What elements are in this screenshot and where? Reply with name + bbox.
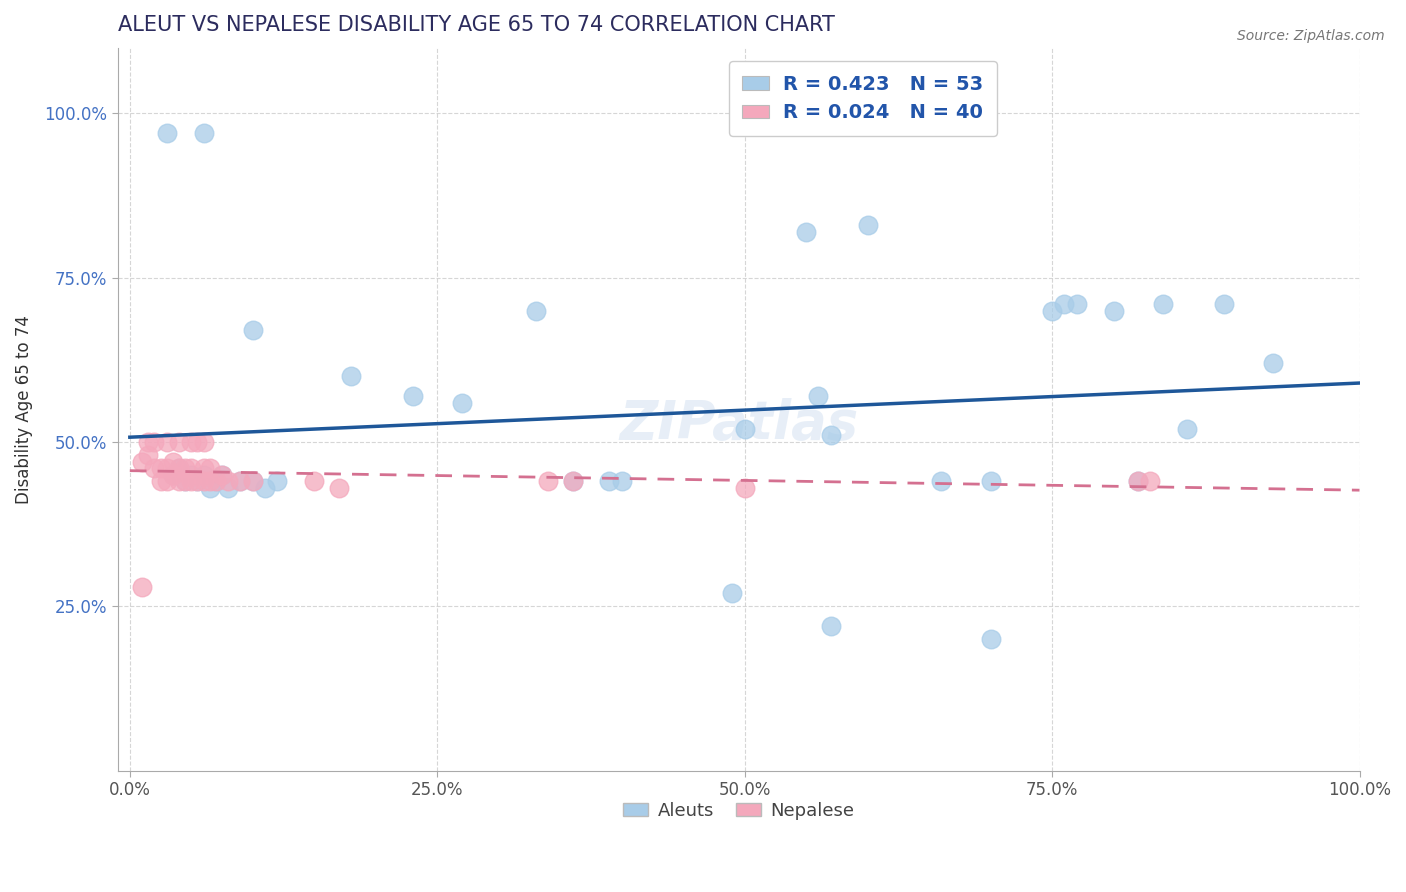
Point — [180, 461, 202, 475]
Point — [167, 475, 190, 489]
Point — [198, 481, 221, 495]
Point — [807, 389, 830, 403]
Point — [198, 475, 221, 489]
Point — [193, 461, 215, 475]
Point — [162, 467, 184, 482]
Point — [205, 475, 228, 489]
Point — [1128, 475, 1150, 489]
Point — [205, 475, 228, 489]
Point — [180, 435, 202, 450]
Point — [156, 475, 179, 489]
Point — [856, 218, 879, 232]
Point — [328, 481, 350, 495]
Point — [198, 461, 221, 475]
Point — [193, 435, 215, 450]
Point — [193, 467, 215, 482]
Point — [254, 481, 277, 495]
Point — [561, 475, 583, 489]
Point — [598, 475, 620, 489]
Point — [131, 455, 153, 469]
Point — [174, 475, 197, 489]
Point — [229, 475, 252, 489]
Point — [537, 475, 560, 489]
Point — [193, 475, 215, 489]
Point — [721, 586, 744, 600]
Point — [561, 475, 583, 489]
Point — [524, 303, 547, 318]
Point — [167, 435, 190, 450]
Point — [149, 475, 172, 489]
Point — [156, 126, 179, 140]
Point — [734, 481, 756, 495]
Point — [162, 467, 184, 482]
Point — [450, 395, 472, 409]
Point — [180, 467, 202, 482]
Point — [136, 448, 159, 462]
Point — [1066, 297, 1088, 311]
Legend: Aleuts, Nepalese: Aleuts, Nepalese — [616, 794, 860, 827]
Point — [149, 461, 172, 475]
Point — [242, 323, 264, 337]
Point — [610, 475, 633, 489]
Point — [143, 435, 166, 450]
Point — [794, 225, 817, 239]
Point — [304, 475, 326, 489]
Point — [1139, 475, 1161, 489]
Point — [980, 475, 1002, 489]
Point — [340, 369, 363, 384]
Point — [211, 467, 233, 482]
Text: Source: ZipAtlas.com: Source: ZipAtlas.com — [1237, 29, 1385, 43]
Point — [980, 632, 1002, 647]
Point — [242, 475, 264, 489]
Point — [1175, 422, 1198, 436]
Point — [131, 580, 153, 594]
Point — [820, 619, 842, 633]
Point — [156, 435, 179, 450]
Point — [180, 475, 202, 489]
Point — [167, 461, 190, 475]
Point — [1128, 475, 1150, 489]
Point — [1102, 303, 1125, 318]
Text: ZIPatlas: ZIPatlas — [619, 398, 858, 450]
Point — [217, 481, 239, 495]
Point — [186, 475, 208, 489]
Point — [1152, 297, 1174, 311]
Point — [1053, 297, 1076, 311]
Point — [143, 461, 166, 475]
Point — [734, 422, 756, 436]
Point — [136, 435, 159, 450]
Y-axis label: Disability Age 65 to 74: Disability Age 65 to 74 — [15, 315, 32, 504]
Point — [229, 475, 252, 489]
Point — [174, 475, 197, 489]
Point — [217, 475, 239, 489]
Point — [820, 428, 842, 442]
Point — [266, 475, 288, 489]
Point — [1263, 356, 1285, 370]
Point — [242, 475, 264, 489]
Point — [193, 126, 215, 140]
Point — [211, 467, 233, 482]
Point — [156, 461, 179, 475]
Text: ALEUT VS NEPALESE DISABILITY AGE 65 TO 74 CORRELATION CHART: ALEUT VS NEPALESE DISABILITY AGE 65 TO 7… — [118, 15, 834, 35]
Point — [162, 455, 184, 469]
Point — [931, 475, 953, 489]
Point — [186, 475, 208, 489]
Point — [401, 389, 423, 403]
Point — [174, 461, 197, 475]
Point — [186, 435, 208, 450]
Point — [1040, 303, 1063, 318]
Point — [167, 461, 190, 475]
Point — [1213, 297, 1236, 311]
